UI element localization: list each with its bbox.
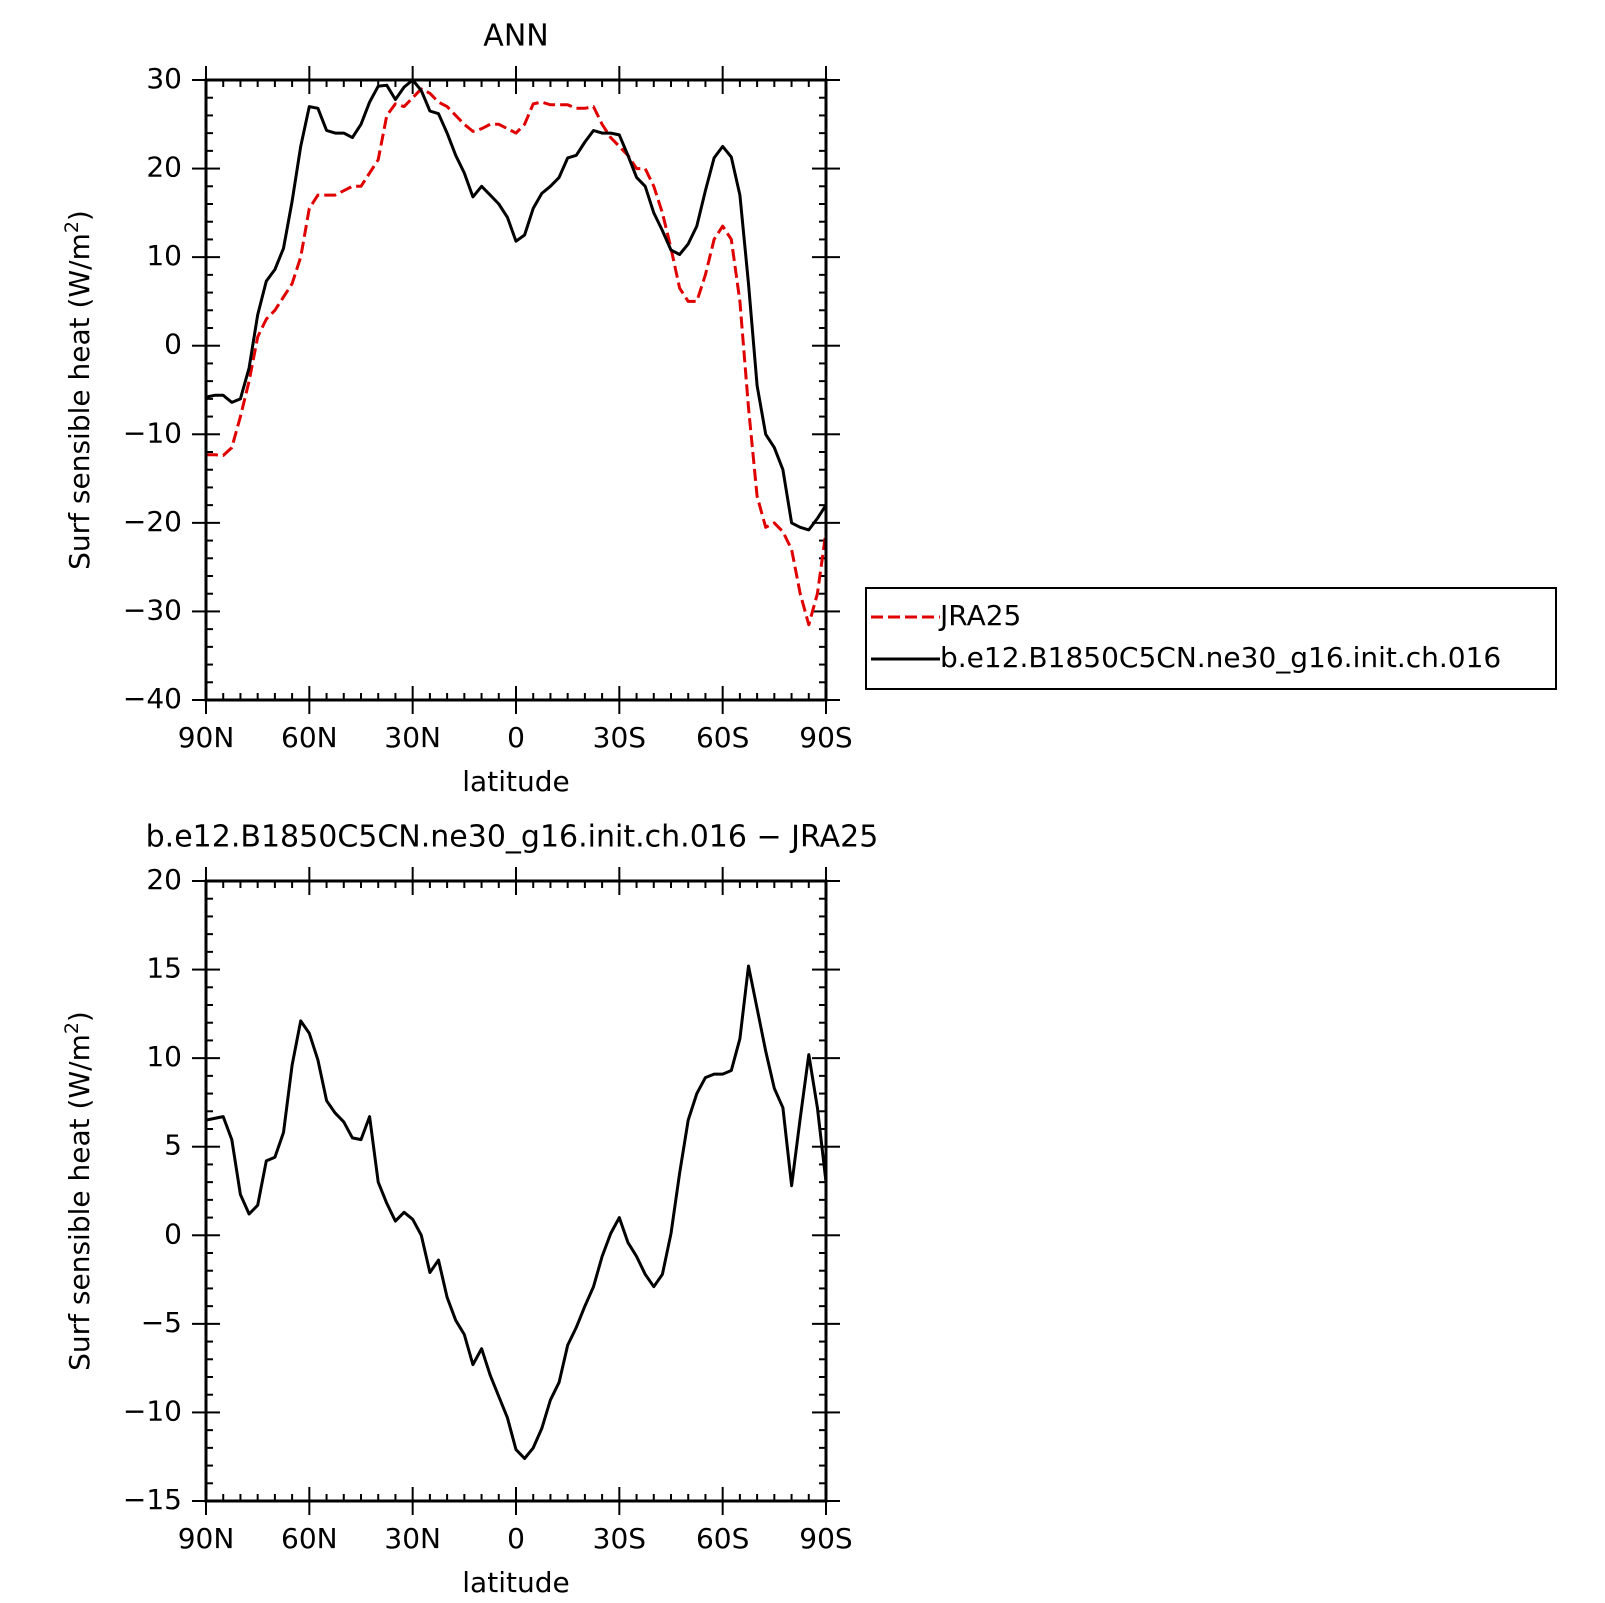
y-axis-label: Surf sensible heat (W/m2) [61,210,96,570]
x-tick-label: 30S [593,721,646,754]
y-tick-label: 30 [146,62,182,95]
y-axis-label-sup: 2 [61,221,83,233]
y-axis-label-tail: ) [63,1011,96,1022]
x-tick-label: 30S [593,1522,646,1555]
x-axis-label: latitude [462,765,569,798]
x-tick-label: 90N [178,721,235,754]
top-panel: ANN 90N 60N 30N 0 30S 60S 90S −40 −30 −20 −10 0 10 20 3… [61,19,1557,798]
x-tick-label: 90S [799,1522,852,1555]
legend-box [865,587,1557,690]
y-axis-label-sup: 2 [61,1022,83,1034]
x-tick-label: 30N [384,721,441,754]
series-line-difference [205,964,828,1460]
legend-label: JRA25 [938,599,1021,632]
y-tick-label: 5 [164,1129,182,1162]
y-tick-label: 10 [146,1040,182,1073]
y-axis-label: Surf sensible heat (W/m2) [61,1011,96,1371]
series-line-jra25 [206,87,828,627]
x-tick-label: 60S [696,1522,749,1555]
chart-title: b.e12.B1850C5CN.ne30_g16.init.ch.016 − J… [146,820,879,855]
x-tick-label: 60S [696,721,749,754]
y-tick-label: −40 [123,682,182,715]
y-axis-label-main: Surf sensible heat (W/m [63,1034,96,1371]
y-tick-label: −10 [123,416,182,449]
y-tick-label: −20 [123,505,182,538]
plot-frame [204,78,828,702]
y-tick-label: 0 [164,1217,182,1250]
y-tick-label: 20 [146,151,182,184]
y-axis-label-tail: ) [63,210,96,221]
y-tick-label: −5 [141,1306,182,1339]
y-tick-label: 0 [164,328,182,361]
x-tick-label: 30N [384,1522,441,1555]
x-tick-label: 60N [281,721,338,754]
x-tick-label: 60N [281,1522,338,1555]
x-tick-label: 0 [507,721,525,754]
y-tick-label: −10 [123,1394,182,1427]
y-axis-label-main: Surf sensible heat (W/m [63,233,96,570]
bottom-panel: b.e12.B1850C5CN.ne30_g16.init.ch.016 − J… [61,820,878,1600]
y-tick-label: −15 [123,1483,182,1516]
y-tick-label: −30 [123,593,182,626]
plot-frame [204,879,828,1503]
series-line-b-e12-b1850c5cn-ne30-g16-init-ch-016 [205,78,828,532]
x-tick-label: 90N [178,1522,235,1555]
x-axis-label: latitude [462,1566,569,1599]
legend-label: b.e12.B1850C5CN.ne30_g16.init.ch.016 [940,641,1501,674]
y-tick-label: 15 [146,952,182,985]
x-tick-label: 0 [507,1522,525,1555]
x-tick-label: 90S [799,721,852,754]
chart-title: ANN [483,19,548,54]
y-tick-label: 20 [146,863,182,896]
y-tick-label: 10 [146,239,182,272]
